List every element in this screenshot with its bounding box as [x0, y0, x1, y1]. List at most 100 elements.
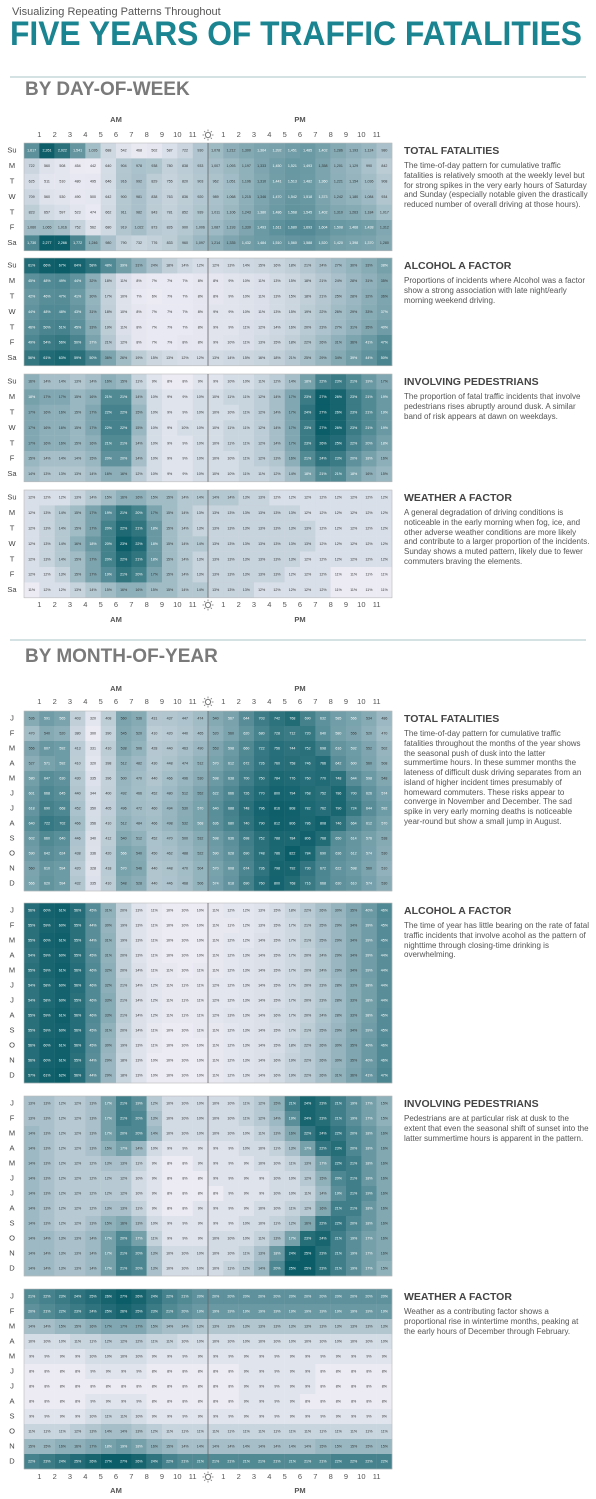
- cell-label: 10%: [181, 1339, 189, 1343]
- cell-label: 8%: [198, 294, 204, 298]
- cell-label: 23%: [350, 395, 358, 399]
- cell-label: 13%: [243, 542, 251, 546]
- heat-cell: [284, 1261, 301, 1277]
- cell-label: 23%: [319, 1116, 327, 1120]
- cell-label: 542: [121, 149, 127, 153]
- hour-label: 6: [298, 600, 302, 609]
- heat-cell: [131, 1038, 147, 1054]
- heat-cell: [208, 978, 224, 994]
- cell-label: 23%: [319, 1251, 327, 1255]
- row-label: N: [9, 1248, 14, 1257]
- cell-label: 528: [136, 881, 142, 885]
- cell-label: 8%: [366, 1384, 372, 1388]
- cell-label: 8%: [75, 1369, 81, 1373]
- cell-label: 1,129: [349, 164, 358, 168]
- cell-label: 44%: [381, 968, 389, 972]
- cell-label: 9%: [136, 1399, 142, 1403]
- heat-cell: [361, 1201, 377, 1217]
- cell-label: 16%: [381, 1206, 389, 1210]
- cell-label: 11%: [166, 1429, 174, 1433]
- heat-cell: [223, 903, 239, 919]
- hour-label: 4: [267, 697, 271, 706]
- cell-label: 560: [44, 195, 50, 199]
- heat-cell: [300, 235, 316, 251]
- cell-label: 11%: [182, 998, 190, 1002]
- hour-label: 5: [99, 1472, 103, 1481]
- row-label: A: [9, 818, 14, 827]
- row-label: M: [9, 1321, 15, 1330]
- cell-label: 8%: [121, 1384, 127, 1388]
- cell-label: 776: [289, 776, 295, 780]
- sun-ray: [210, 130, 213, 133]
- heat-cell: [284, 1023, 301, 1039]
- cell-label: 8%: [167, 1399, 173, 1403]
- heat-cell: [300, 1171, 316, 1187]
- heat-cell: [39, 420, 55, 436]
- heat-cell: [300, 466, 316, 482]
- cell-label: 9%: [213, 1176, 219, 1180]
- heat-cell: [162, 1289, 178, 1305]
- cell-label: 61%: [59, 968, 67, 972]
- row-label: T: [10, 207, 15, 216]
- cell-label: 15%: [105, 588, 113, 592]
- row-label: A: [9, 1203, 14, 1212]
- cell-label: 27%: [335, 264, 343, 268]
- heat-cell: [192, 319, 209, 336]
- cell-label: 34%: [350, 938, 358, 942]
- heat-cell: [146, 420, 163, 436]
- heat-cell: [162, 933, 178, 949]
- heat-cell: [284, 1156, 301, 1172]
- cell-label: 10%: [197, 908, 205, 912]
- cell-label: 21%: [212, 1459, 220, 1463]
- row-label: J: [10, 905, 14, 914]
- heat-cell: [177, 505, 193, 521]
- heat-cell: [284, 451, 301, 467]
- heat-cell: [39, 726, 55, 742]
- cell-label: 30%: [335, 1043, 343, 1047]
- heat-cell: [254, 1231, 270, 1247]
- heat-cell: [284, 1201, 301, 1217]
- heat-cell: [70, 861, 86, 877]
- cell-label: 12%: [120, 341, 128, 345]
- heat-cell: [254, 786, 270, 802]
- cell-label: 632: [320, 716, 326, 720]
- cell-label: 13%: [43, 1191, 51, 1195]
- cell-label: 17%: [105, 1116, 113, 1120]
- heat-cell: [300, 993, 316, 1009]
- cell-label: 506: [197, 881, 203, 885]
- heat-cell: [70, 1068, 86, 1084]
- heat-cell: [238, 1231, 255, 1247]
- heat-cell: [54, 420, 71, 436]
- heat-cell: [300, 1201, 316, 1217]
- heat-cell: [70, 741, 86, 757]
- heat-cell: [54, 1319, 71, 1335]
- cell-label: 13%: [43, 511, 51, 515]
- cell-label: 466: [151, 821, 157, 825]
- cell-label: 61%: [59, 1043, 67, 1047]
- heat-cell: [254, 903, 270, 919]
- heat-cell: [300, 143, 316, 159]
- cell-label: 27%: [319, 410, 327, 414]
- cell-label: 1,022: [135, 226, 144, 230]
- heat-cell: [116, 335, 132, 351]
- cell-label: 12%: [59, 1221, 67, 1225]
- heat-cell: [254, 466, 270, 482]
- heat-cell: [100, 189, 117, 205]
- heat-cell: [85, 1008, 101, 1024]
- heat-cell: [39, 1186, 55, 1202]
- cell-label: 482: [136, 761, 142, 765]
- heat-cell: [85, 319, 101, 336]
- heat-cell: [24, 816, 40, 832]
- heat-cell: [223, 1334, 239, 1350]
- heat-cell: [162, 1186, 178, 1202]
- heat-cell: [116, 404, 132, 421]
- cell-label: 12%: [59, 1116, 67, 1120]
- cell-label: 9%: [305, 1369, 311, 1373]
- cell-label: 23%: [59, 1294, 67, 1298]
- cell-label: 55%: [28, 923, 36, 927]
- heat-cell: [300, 220, 316, 236]
- cell-label: 11%: [243, 1116, 251, 1120]
- cell-label: 560: [366, 866, 372, 870]
- heat-cell: [238, 520, 255, 537]
- cell-label: 20%: [135, 1251, 143, 1255]
